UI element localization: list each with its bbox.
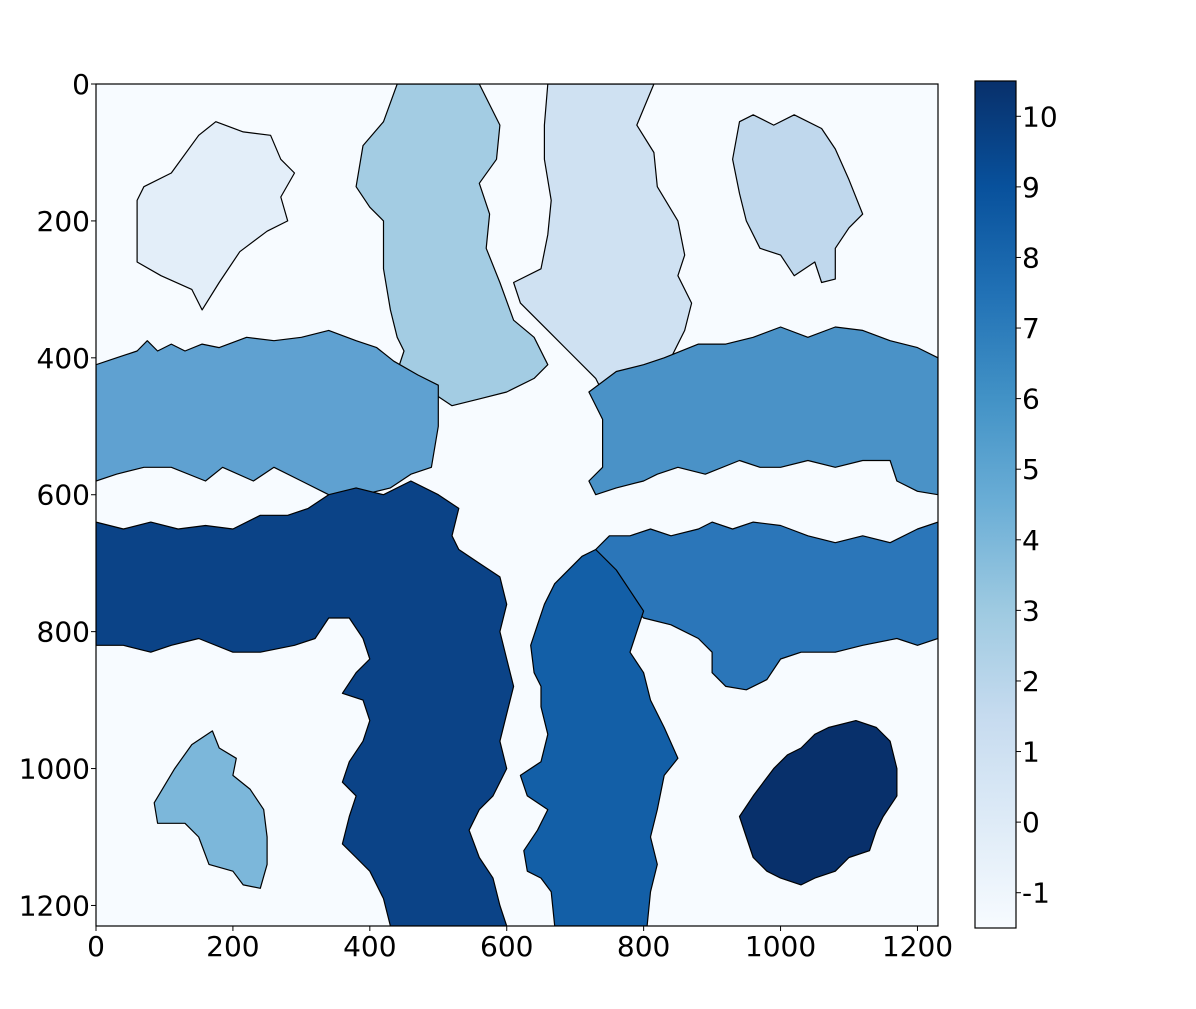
region-label-4 (153, 730, 268, 889)
x-tick-label: 800 (617, 930, 670, 963)
plot-area (95, 83, 939, 927)
x-tick-label: 200 (206, 930, 259, 963)
region-label-8 (519, 548, 679, 926)
segmentation-regions (96, 84, 938, 926)
colorbar-tick-label: 0 (1022, 806, 1040, 839)
y-tick-label: 1200 (19, 889, 90, 922)
y-tick-label: 800 (37, 616, 90, 649)
x-axis: 0 200 400 600 800 1000 1200 (87, 926, 953, 963)
region-label-0 (136, 121, 296, 311)
x-tick-label: 1000 (745, 930, 816, 963)
colorbar-tick-label: 3 (1022, 594, 1040, 627)
y-tick-label: 0 (72, 68, 90, 101)
colorbar-tick-label: -1 (1022, 877, 1050, 910)
y-tick-label: 1000 (19, 753, 90, 786)
x-tick-label: 1200 (882, 930, 953, 963)
colorbar-tick-label: 8 (1022, 241, 1040, 274)
y-tick-label: 200 (37, 205, 90, 238)
x-tick-label: 600 (480, 930, 533, 963)
region-label-3 (355, 84, 549, 407)
colorbar-tick-label: 10 (1022, 100, 1058, 133)
colorbar-tick-label: 5 (1022, 453, 1040, 486)
y-tick-label: 600 (37, 479, 90, 512)
region-label-9 (96, 480, 515, 926)
colorbar-tick-label: 9 (1022, 171, 1040, 204)
region-label-2 (731, 114, 864, 284)
region-label-7 (595, 521, 938, 691)
y-axis: 0 200 400 600 800 1000 1200 (19, 68, 96, 922)
x-tick-label: 0 (87, 930, 105, 963)
colorbar-tick-label: 1 (1022, 736, 1040, 769)
colorbar-tick-label: 2 (1022, 665, 1040, 698)
x-tick-label: 400 (343, 930, 396, 963)
region-label-6 (588, 326, 938, 496)
region-label-5 (96, 329, 439, 496)
y-tick-label: 400 (37, 342, 90, 375)
plot-frame (95, 83, 939, 927)
colorbar-tick-label: 7 (1022, 312, 1040, 345)
colorbar-tick-label: 6 (1022, 383, 1040, 416)
colorbar-gradient (974, 80, 1017, 929)
colorbar-tick-label: 4 (1022, 524, 1040, 557)
region-label-10 (738, 719, 898, 886)
